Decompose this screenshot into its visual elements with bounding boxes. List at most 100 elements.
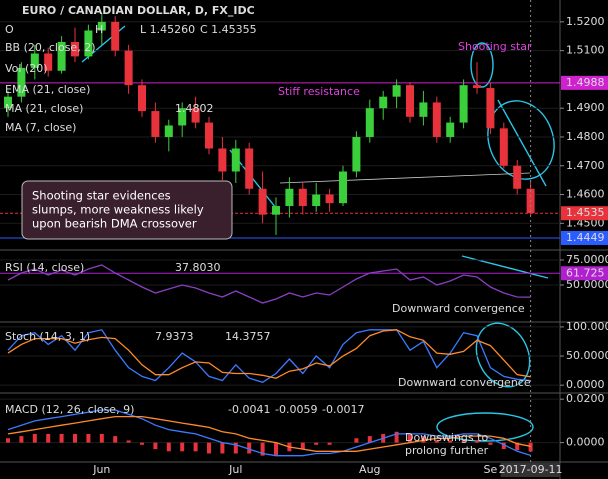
- candle-body: [44, 53, 53, 71]
- candle-body: [245, 148, 254, 189]
- histogram-bar: [501, 442, 506, 450]
- y-tick-label: 1.4800: [566, 130, 605, 143]
- histogram-bar: [19, 436, 24, 443]
- x-tick-label: Aug: [359, 463, 380, 476]
- candle-body: [258, 188, 267, 215]
- histogram-bar: [207, 442, 211, 454]
- y-tick-label: 1.5100: [566, 44, 605, 57]
- indicator-legend: -0.0041: [228, 403, 270, 416]
- candle-body: [352, 136, 361, 172]
- price-label: 1.4988: [566, 76, 605, 89]
- candle-body: [339, 171, 347, 204]
- note-text: upon bearish DMA crossover: [32, 217, 197, 231]
- histogram-bar: [126, 440, 131, 443]
- indicator-legend: -0.0017: [322, 403, 364, 416]
- ohlc-readout: C 1.45355: [200, 23, 257, 36]
- candle-body: [432, 102, 441, 137]
- price-label-bg: [561, 230, 608, 245]
- y-tick-label: 50.0000: [566, 349, 608, 362]
- candle-body: [218, 148, 227, 172]
- candle-body: [486, 88, 495, 129]
- histogram-bar: [314, 442, 319, 445]
- histogram-bar: [59, 433, 64, 443]
- y-tick-label: 0.0000: [566, 436, 605, 449]
- candle-body: [312, 194, 321, 207]
- candle-body: [164, 125, 173, 137]
- candle-body: [365, 108, 374, 137]
- crosshair-date-bg: [500, 463, 561, 477]
- candle-body: [231, 148, 240, 172]
- price-label-bg: [561, 266, 608, 281]
- histogram-bar: [354, 438, 359, 443]
- candle-body: [4, 96, 12, 109]
- histogram-bar: [367, 436, 372, 443]
- candle-body: [325, 194, 334, 204]
- x-tick-label: Jun: [92, 463, 110, 476]
- histogram-bar: [113, 436, 118, 443]
- x-tick-label: Jul: [228, 463, 242, 476]
- histogram-bar: [394, 431, 399, 443]
- chart-title: EURO / CANADIAN DOLLAR, D, FX_IDC: [22, 4, 255, 17]
- candle-body: [71, 42, 79, 57]
- histogram-bar: [421, 436, 426, 443]
- price-label: 1.4535: [566, 206, 605, 219]
- candle-body: [499, 128, 508, 166]
- candle-body: [285, 188, 294, 207]
- y-tick-label: 1.4700: [566, 159, 605, 172]
- histogram-bar: [233, 442, 238, 454]
- candle-body: [513, 165, 522, 189]
- trend-line: [279, 172, 531, 184]
- histogram-bar: [327, 442, 332, 445]
- histogram-bar: [73, 433, 77, 443]
- candle-body: [459, 85, 468, 123]
- histogram-bar: [220, 442, 225, 454]
- ellipse: [470, 42, 494, 88]
- y-tick-label: 0.0000: [566, 378, 605, 391]
- y-tick-label: 50.0000: [566, 278, 608, 291]
- candle-body: [205, 122, 213, 149]
- note-text: slumps, more weakness likely: [32, 203, 204, 217]
- series-line: [7, 264, 531, 304]
- histogram-bar: [461, 440, 466, 443]
- indicator-legend: 14.3757: [225, 330, 271, 343]
- series-line: [7, 415, 531, 452]
- arrow: [461, 255, 549, 279]
- crosshair-date: 2017-09-11: [499, 463, 563, 476]
- histogram-bar: [488, 442, 493, 445]
- y-tick-label: 75.0000: [566, 253, 608, 266]
- y-tick-label: 0.0200: [566, 392, 605, 405]
- price-label-bg: [561, 206, 608, 221]
- note-box: [21, 180, 233, 240]
- candle-body: [379, 96, 388, 109]
- histogram-bar: [515, 442, 520, 451]
- candle-body: [419, 102, 428, 117]
- y-tick-label: 100.0000: [566, 320, 608, 333]
- candle-body: [151, 111, 160, 137]
- annotation: Downward convergence: [392, 302, 525, 315]
- series-line: [7, 329, 531, 384]
- histogram-bar: [166, 442, 171, 452]
- candle-body: [191, 108, 200, 123]
- indicator-legend: Stoch (14, 3, 1): [5, 330, 90, 343]
- histogram-bar: [46, 433, 51, 443]
- histogram-bar: [6, 438, 10, 443]
- candle-body: [272, 206, 280, 215]
- indicator-legend: 37.8030: [175, 261, 221, 274]
- indicator-legend: EMA (21, close): [5, 83, 90, 96]
- candle-body: [57, 42, 66, 71]
- indicator-legend: MACD (12, 26, close, 9): [5, 403, 134, 416]
- candle-body: [124, 50, 133, 86]
- indicator-legend: MA (21, close): [5, 102, 83, 115]
- histogram-bar: [180, 442, 185, 452]
- candle-body: [392, 85, 401, 97]
- histogram-bar: [408, 433, 412, 443]
- indicator-legend: Vol (20): [5, 62, 48, 75]
- histogram-bar: [528, 442, 533, 452]
- indicator-legend: RSI (14, close): [5, 261, 84, 274]
- price-label-bg: [561, 75, 608, 90]
- series-line: [7, 409, 531, 457]
- annotation: Downswings to: [405, 431, 488, 444]
- candle-body: [84, 30, 93, 57]
